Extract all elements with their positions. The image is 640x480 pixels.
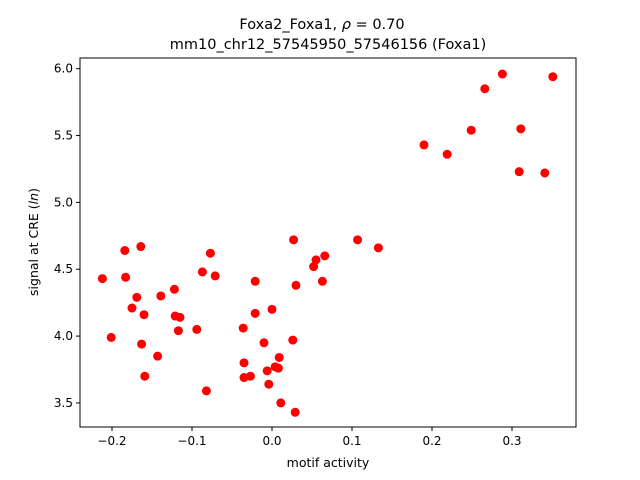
data-point [97,274,107,284]
data-point [140,371,150,381]
x-tick-label: −0.2 [97,434,126,448]
data-point [548,72,558,82]
y-tick-label: 6.0 [54,62,73,76]
plot-frame [79,57,577,428]
data-point [245,371,255,381]
data-point [259,338,269,348]
data-point [192,324,202,334]
x-tick-label: 0.0 [262,434,281,448]
chart-title-line1: Foxa2_Foxa1, ρ = 0.70 [239,17,404,33]
data-point [106,332,116,342]
chart-title-suffix: = 0.70 [351,17,405,33]
x-axis-ticks: −0.2 −0.1 0.0 0.1 0.2 0.3 [97,427,522,448]
y-axis-label-italic: ln [26,193,41,204]
data-point [516,124,526,134]
data-point [273,363,283,373]
data-point [197,267,207,277]
data-point [442,149,452,159]
data-point [137,339,147,349]
data-point [320,251,330,261]
data-point [353,235,363,245]
x-tick-label: 0.1 [342,434,361,448]
data-point [127,303,137,313]
x-tick-label: 0.3 [502,434,521,448]
y-tick-label: 3.5 [54,396,73,410]
y-tick-label: 5.0 [54,195,73,209]
data-point [514,167,524,177]
data-point [466,125,476,135]
y-axis-label-suffix: ) [26,188,41,193]
data-point [139,310,149,320]
data-point [291,280,301,290]
data-point [290,407,300,417]
data-point [419,140,429,150]
y-tick-label: 4.0 [54,329,73,343]
data-point [267,304,277,314]
data-point [289,235,299,245]
data-points [97,69,558,417]
data-point [250,276,260,286]
data-point [175,312,185,322]
data-point [373,243,383,253]
data-point [169,284,179,294]
data-point [288,335,298,345]
data-point [136,242,146,252]
data-point [210,271,220,281]
data-point [153,351,163,361]
x-tick-label: 0.2 [422,434,441,448]
y-axis-label-prefix: signal at CRE ( [26,204,41,296]
data-point [262,366,272,376]
y-axis-ticks: 3.5 4.0 4.5 5.0 5.5 6.0 [54,62,80,410]
data-point [238,323,248,333]
data-point [132,292,142,302]
y-tick-label: 5.5 [54,129,73,143]
chart-title-rho: ρ [342,17,352,33]
data-point [201,386,211,396]
data-point [274,352,284,362]
data-point [250,308,260,318]
chart-title-prefix: Foxa2_Foxa1, [239,17,341,33]
data-point [264,379,274,389]
chart-title-line2: mm10_chr12_57545950_57546156 (Foxa1) [170,37,487,53]
data-point [311,255,321,265]
data-point [497,69,507,79]
y-axis-label: signal at CRE (ln) [26,188,41,296]
data-point [540,168,550,178]
data-point [317,276,327,286]
y-tick-label: 4.5 [54,262,73,276]
data-point [120,246,130,256]
data-point [121,272,131,282]
data-point [276,398,286,408]
x-tick-label: −0.1 [177,434,206,448]
data-point [173,326,183,336]
data-point [480,84,490,94]
data-point [205,248,215,258]
data-point [239,358,249,368]
data-point [156,291,166,301]
x-axis-label: motif activity [287,455,370,470]
